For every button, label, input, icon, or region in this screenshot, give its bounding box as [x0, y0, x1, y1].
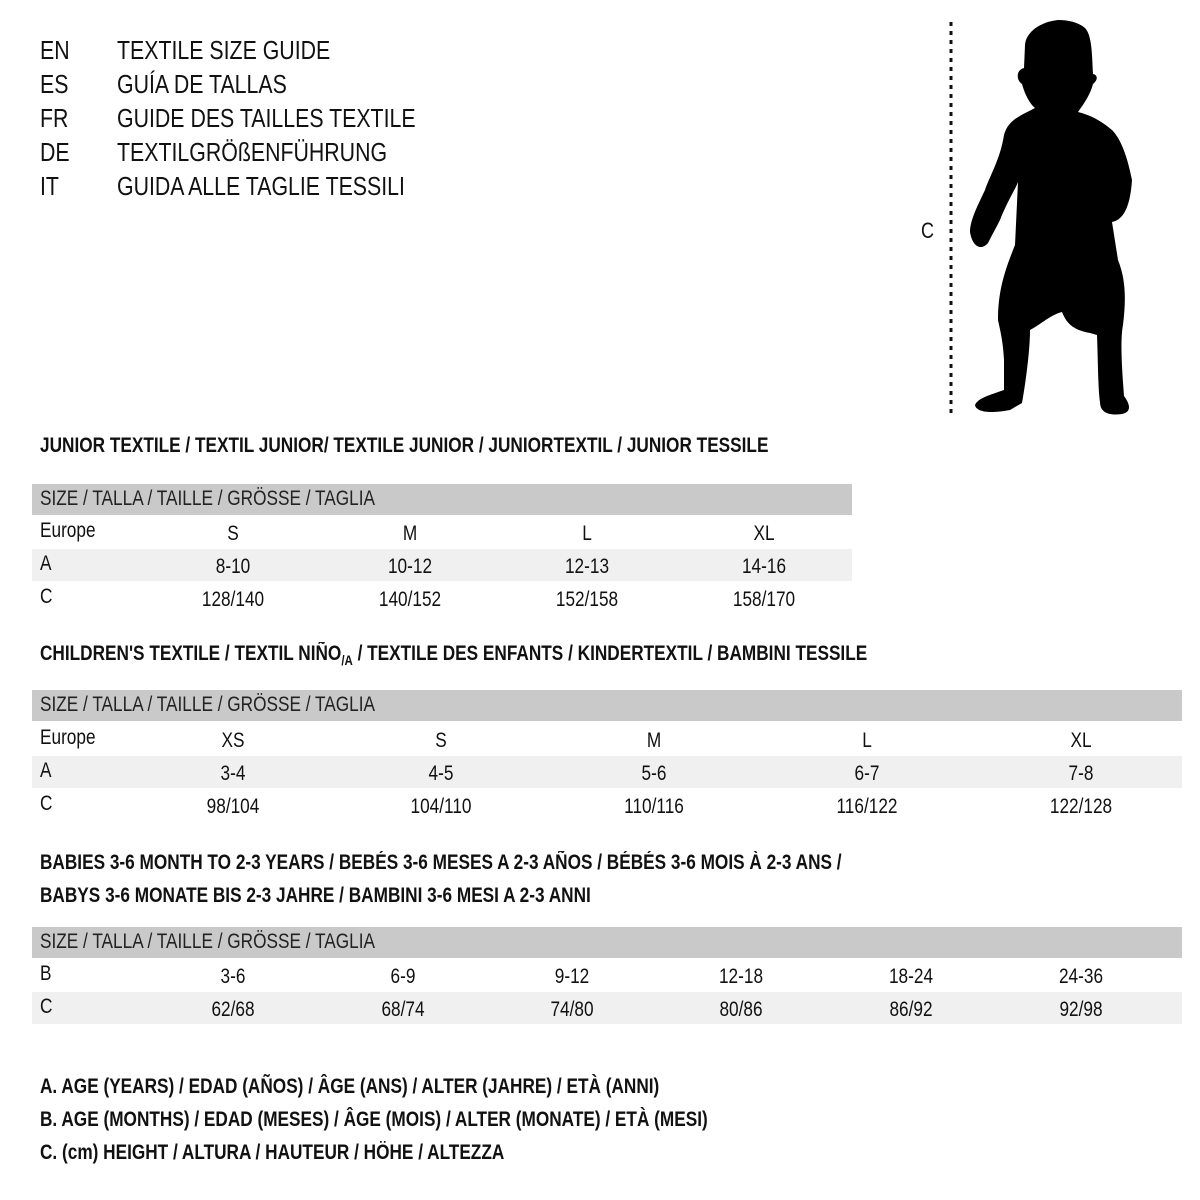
title-text: GUIDE DES TAILLES TEXTILE	[117, 103, 416, 133]
table-cell: 62/68	[211, 998, 255, 1021]
table-cell: L	[582, 522, 592, 545]
heading-part: / TEXTILE DES ENFANTS / KINDERTEXTIL / B…	[352, 642, 868, 665]
table-cell: 7-8	[1068, 762, 1094, 785]
table-cell: XS	[221, 729, 245, 752]
table-cell: 104/110	[410, 795, 472, 818]
table-cell: 116/122	[836, 795, 898, 818]
table-cell: 110/116	[624, 795, 684, 818]
table-header: SIZE / TALLA / TAILLE / GRÖSSE / TAGLIA	[40, 930, 375, 953]
table-cell: M	[646, 729, 662, 752]
table-cell: 6-9	[390, 965, 416, 988]
legend-b: B. AGE (MONTHS) / EDAD (MESES) / ÂGE (MO…	[40, 1108, 708, 1131]
legend-c: C. (cm) HEIGHT / ALTURA / HAUTEUR / HÖHE…	[40, 1141, 505, 1164]
table-cell: 5-6	[641, 762, 667, 785]
heading-part: CHILDREN'S TEXTILE / TEXTIL NIÑO	[40, 642, 342, 665]
table-cell: 158/170	[732, 588, 796, 611]
table-cell: 80/86	[719, 998, 763, 1021]
table-cell: 24-36	[1058, 965, 1104, 988]
babies-heading-line2: BABYS 3-6 MONATE BIS 2-3 JAHRE / BAMBINI…	[40, 884, 591, 907]
lang-code: IT	[40, 171, 59, 201]
junior-heading: JUNIOR TEXTILE / TEXTIL JUNIOR/ TEXTILE …	[40, 434, 769, 457]
table-cell: 14-16	[741, 555, 787, 578]
table-cell: 92/98	[1059, 998, 1103, 1021]
row-label: A	[40, 759, 52, 782]
table-header-bar	[32, 484, 852, 515]
title-text: TEXTILE SIZE GUIDE	[117, 35, 331, 65]
table-cell: S	[227, 522, 239, 545]
children-heading-text: CHILDREN'S TEXTILE / TEXTIL NIÑO/A / TEX…	[40, 643, 867, 667]
table-cell: 68/74	[381, 998, 425, 1021]
table-cell: 18-24	[888, 965, 934, 988]
table-cell: S	[435, 729, 447, 752]
lang-code: EN	[40, 35, 70, 65]
table-cell: 12-13	[564, 555, 610, 578]
babies-heading-line1: BABIES 3-6 MONTH TO 2-3 YEARS / BEBÉS 3-…	[40, 851, 842, 874]
row-label: C	[40, 585, 53, 608]
table-cell: 152/158	[555, 588, 619, 611]
lang-code: DE	[40, 137, 70, 167]
legend-a: A. AGE (YEARS) / EDAD (AÑOS) / ÂGE (ANS)…	[40, 1075, 660, 1098]
table-cell: 128/140	[201, 588, 265, 611]
table-cell: 4-5	[428, 762, 454, 785]
table-cell: 6-7	[854, 762, 880, 785]
table-cell: M	[402, 522, 418, 545]
table-header: SIZE / TALLA / TAILLE / GRÖSSE / TAGLIA	[40, 693, 375, 716]
heading-subscript: /A	[341, 652, 353, 669]
table-cell: 86/92	[889, 998, 933, 1021]
table-cell: 12-18	[718, 965, 764, 988]
table-cell: 140/152	[378, 588, 442, 611]
title-text: GUÍA DE TALLAS	[117, 69, 287, 99]
table-cell: 122/128	[1049, 795, 1113, 818]
row-label: A	[40, 552, 52, 575]
table-cell: 3-4	[220, 762, 246, 785]
lang-code: ES	[40, 69, 69, 99]
shaded-row	[32, 549, 852, 581]
shaded-row	[32, 756, 1182, 788]
row-label: C	[40, 995, 53, 1018]
table-cell: 74/80	[550, 998, 594, 1021]
table-cell: 98/104	[206, 795, 260, 818]
table-cell: XL	[1070, 729, 1092, 752]
row-label: Europe	[40, 726, 96, 749]
child-silhouette-icon	[949, 20, 1132, 415]
title-text: TEXTILGRÖßENFÜHRUNG	[117, 137, 388, 167]
row-label: B	[40, 962, 52, 985]
table-cell: 10-12	[387, 555, 433, 578]
table-cell: XL	[753, 522, 775, 545]
height-label: C	[921, 218, 935, 243]
table-header: SIZE / TALLA / TAILLE / GRÖSSE / TAGLIA	[40, 487, 375, 510]
row-label: Europe	[40, 519, 96, 542]
table-cell: L	[862, 729, 872, 752]
table-cell: 9-12	[554, 965, 590, 988]
row-label: C	[40, 792, 53, 815]
title-text: GUIDA ALLE TAGLIE TESSILI	[117, 171, 405, 201]
lang-code: FR	[40, 103, 69, 133]
table-header-bar	[32, 927, 1182, 958]
shaded-row	[32, 992, 1182, 1024]
table-header-bar	[32, 690, 1182, 721]
table-cell: 3-6	[220, 965, 246, 988]
table-cell: 8-10	[215, 555, 251, 578]
